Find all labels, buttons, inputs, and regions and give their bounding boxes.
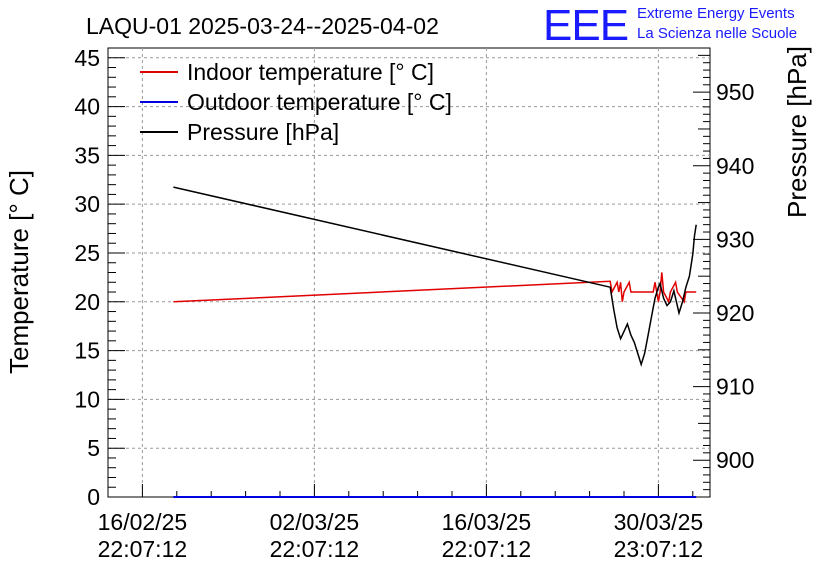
y-axis-right: 900 910 920 930 940 950 [693, 54, 754, 498]
y-tick-label: 20 [74, 289, 100, 315]
x-tick-label-time: 23:07:12 [614, 536, 704, 562]
y-tick-label: 5 [87, 435, 100, 461]
y2-tick-label: 920 [716, 300, 754, 326]
chart-title: LAQU-01 2025-03-24--2025-04-02 [86, 13, 439, 39]
y-tick-label: 45 [74, 45, 100, 71]
y-tick-label: 35 [74, 142, 100, 168]
legend-label: Outdoor temperature [° C] [187, 89, 452, 115]
y-tick-label: 10 [74, 386, 100, 412]
x-tick-label-time: 22:07:12 [98, 536, 188, 562]
x-tick-label-date: 16/02/25 [98, 509, 188, 535]
legend: Indoor temperature [° C] Outdoor temperat… [140, 59, 452, 145]
x-tick-label-time: 22:07:12 [270, 536, 360, 562]
y2-tick-label: 940 [716, 153, 754, 179]
y-axis-left: 0 5 10 15 20 25 30 35 40 45 [74, 45, 125, 510]
legend-label: Indoor temperature [° C] [187, 59, 434, 85]
y-axis-label: Temperature [° C] [4, 170, 34, 374]
y2-tick-label: 900 [716, 447, 754, 473]
y2-tick-label: 930 [716, 226, 754, 252]
grid [108, 48, 710, 497]
y-tick-label: 0 [87, 484, 100, 510]
eee-logo-line1: Extreme Energy Events [637, 5, 795, 22]
y2-tick-label: 910 [716, 374, 754, 400]
x-tick-label-date: 16/03/25 [442, 509, 532, 535]
plot-frame [107, 47, 711, 498]
eee-logo-line2: La Scienza nelle Scuole [637, 25, 797, 42]
legend-label: Pressure [hPa] [187, 119, 339, 145]
x-axis: 16/02/2522:07:1202/03/2522:07:1216/03/25… [98, 484, 704, 562]
eee-logo: EEE Extreme Energy Events La Scienza nel… [543, 1, 797, 50]
pressure-line [173, 186, 697, 368]
x-tick-label-date: 02/03/25 [270, 509, 360, 535]
y-tick-label: 30 [74, 191, 100, 217]
y2-tick-label: 950 [716, 79, 754, 105]
x-tick-label-time: 22:07:12 [442, 536, 532, 562]
y-tick-label: 25 [74, 240, 100, 266]
x-tick-label-date: 30/03/25 [614, 509, 704, 535]
y-tick-label: 15 [74, 338, 100, 364]
y2-axis-label: Pressure [hPa] [782, 46, 812, 218]
eee-logo-text: EEE [543, 1, 628, 50]
y-tick-label: 40 [74, 94, 100, 120]
series-group [173, 186, 697, 498]
indoor-temperature-line [173, 272, 697, 305]
